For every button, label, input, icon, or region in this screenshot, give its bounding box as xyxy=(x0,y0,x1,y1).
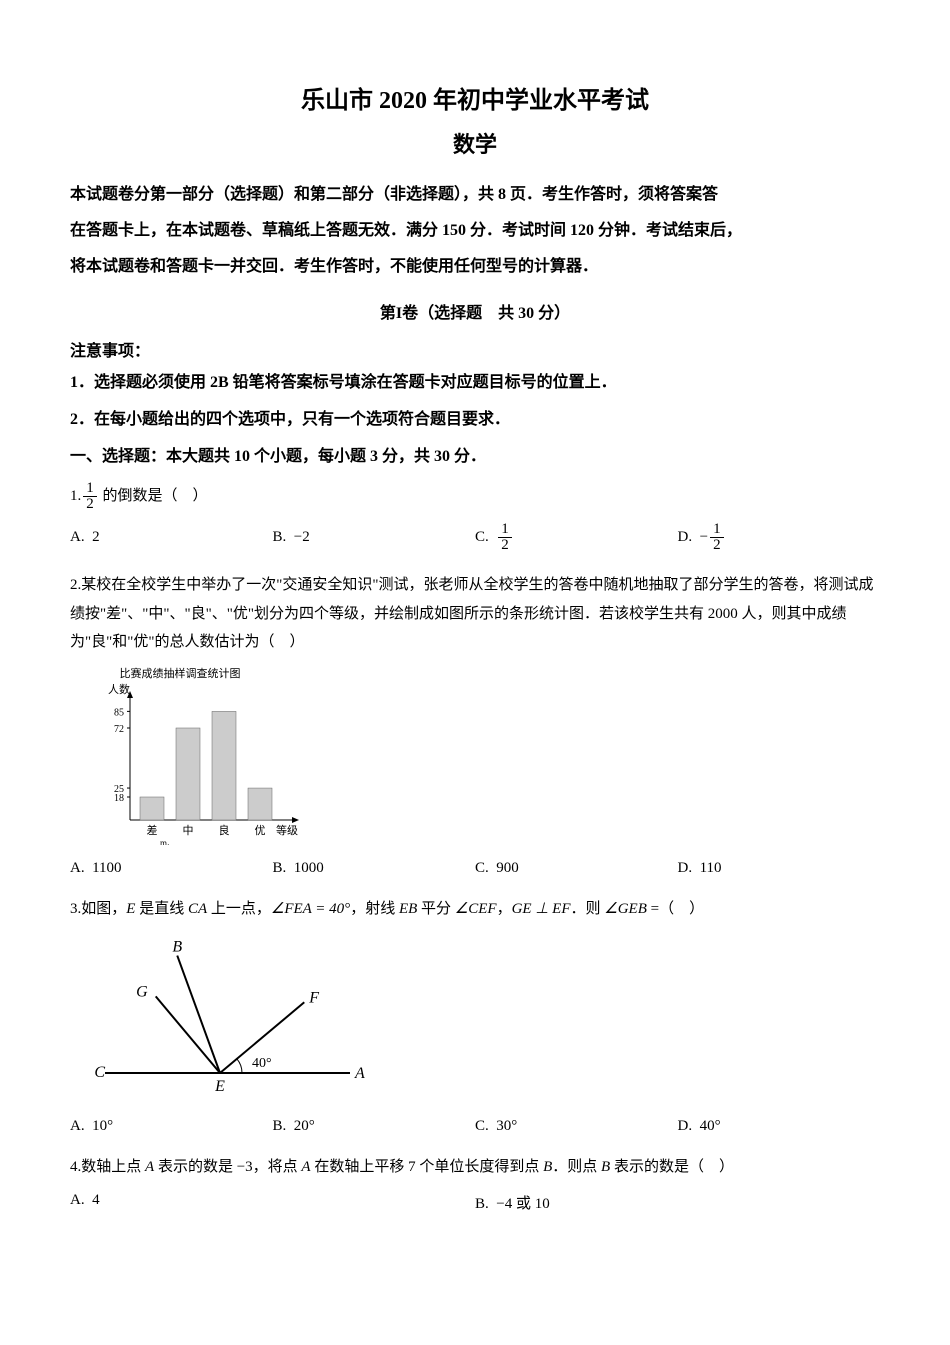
q1-opt-a: A. 2 xyxy=(70,518,273,557)
svg-text:中: 中 xyxy=(183,824,194,837)
q4-opt-a: A. 4 xyxy=(70,1188,475,1217)
q3-opt-d: D. 40° xyxy=(678,1114,881,1139)
angle-figure-svg: C A E F B G 40° xyxy=(90,933,370,1103)
svg-text:G: G xyxy=(136,984,148,1001)
instruction-line-1: 本试题卷分第一部分（选择题）和第二部分（非选择题），共 8 页．考生作答时，须将… xyxy=(70,179,880,211)
svg-text:C: C xyxy=(94,1064,105,1081)
instruction-line-2: 在答题卡上，在本试题卷、草稿纸上答题无效．满分 150 分．考试时间 120 分… xyxy=(70,215,880,247)
q3-options: A. 10° B. 20° C. 30° D. 40° xyxy=(70,1114,880,1139)
svg-text:差: 差 xyxy=(147,823,158,837)
svg-text:40°: 40° xyxy=(252,1056,272,1071)
exam-page: 乐山市 2020 年初中学业水平考试 数学 本试题卷分第一部分（选择题）和第二部… xyxy=(0,0,950,1271)
svg-text:良: 良 xyxy=(219,823,230,837)
q2-opt-c: C. 900 xyxy=(475,856,678,881)
q4-text: 4.数轴上点 A 表示的数是 −3，将点 A 在数轴上平移 7 个单位长度得到点… xyxy=(70,1153,880,1182)
q3-opt-b: B. 20° xyxy=(273,1114,476,1139)
q4-options: A. 4 B. −4 或 10 xyxy=(70,1188,880,1217)
bar-chart-svg: 比赛成绩抽样调查统计图人数差中良优18257285等级m₁ xyxy=(90,665,310,845)
q2-text: 2.某校在全校学生中举办了一次"交通安全知识"测试，张老师从全校学生的答卷中随机… xyxy=(70,571,880,657)
svg-text:E: E xyxy=(214,1078,225,1095)
q2-opt-a: A. 1100 xyxy=(70,856,273,881)
svg-text:优: 优 xyxy=(255,824,266,837)
q1-prefix: 1. xyxy=(70,488,81,504)
q3-text: 3.如图，E 是直线 CA 上一点，∠FEA = 40°，射线 EB 平分 ∠C… xyxy=(70,895,880,924)
svg-text:人数: 人数 xyxy=(108,683,130,696)
q4-opt-b: B. −4 或 10 xyxy=(475,1188,880,1217)
svg-text:比赛成绩抽样调查统计图: 比赛成绩抽样调查统计图 xyxy=(120,666,241,680)
svg-text:85: 85 xyxy=(114,707,124,718)
svg-text:A: A xyxy=(354,1065,365,1082)
svg-text:B: B xyxy=(172,939,182,956)
svg-text:72: 72 xyxy=(114,724,124,735)
q1-options: A. 2 B. −2 C. 12 D. −12 xyxy=(70,518,880,557)
q1-opt-b: B. −2 xyxy=(273,518,476,557)
q1-suffix: 的倒数是（ ） xyxy=(99,488,208,504)
q3-opt-a: A. 10° xyxy=(70,1114,273,1139)
q2-bar-chart: 比赛成绩抽样调查统计图人数差中良优18257285等级m₁ xyxy=(90,665,880,850)
q1-opt-c: C. 12 xyxy=(475,518,678,557)
notice-2: 2．在每小题给出的四个选项中，只有一个选项符合题目要求． xyxy=(70,406,880,435)
q1-fraction: 12 xyxy=(83,481,97,512)
q2-opt-d: D. 110 xyxy=(678,856,881,881)
q3-figure: C A E F B G 40° xyxy=(90,933,880,1108)
part1-title: 第I卷（选择题 共 30 分） xyxy=(70,299,880,323)
notice-1: 1．选择题必须使用 2B 铅笔将答案标号填涂在答题卡对应题目标号的位置上． xyxy=(70,369,880,398)
q2-options: A. 1100 B. 1000 C. 900 D. 110 xyxy=(70,856,880,881)
svg-text:m₁: m₁ xyxy=(160,838,170,845)
svg-text:等级: 等级 xyxy=(276,823,298,837)
svg-text:F: F xyxy=(308,990,319,1007)
q2-opt-b: B. 1000 xyxy=(273,856,476,881)
exam-title-2: 数学 xyxy=(70,127,880,159)
q1-text: 1.12 的倒数是（ ） xyxy=(70,481,880,512)
q3-opt-c: C. 30° xyxy=(475,1114,678,1139)
q1-opt-d: D. −12 xyxy=(678,518,881,557)
exam-title-1: 乐山市 2020 年初中学业水平考试 xyxy=(70,80,880,115)
instruction-line-3: 将本试题卷和答题卡一并交回．考生作答时，不能使用任何型号的计算器． xyxy=(70,251,880,283)
section1-title: 一、选择题：本大题共 10 个小题，每小题 3 分，共 30 分． xyxy=(70,443,880,472)
svg-text:25: 25 xyxy=(114,784,124,795)
notice-label: 注意事项： xyxy=(70,337,880,361)
